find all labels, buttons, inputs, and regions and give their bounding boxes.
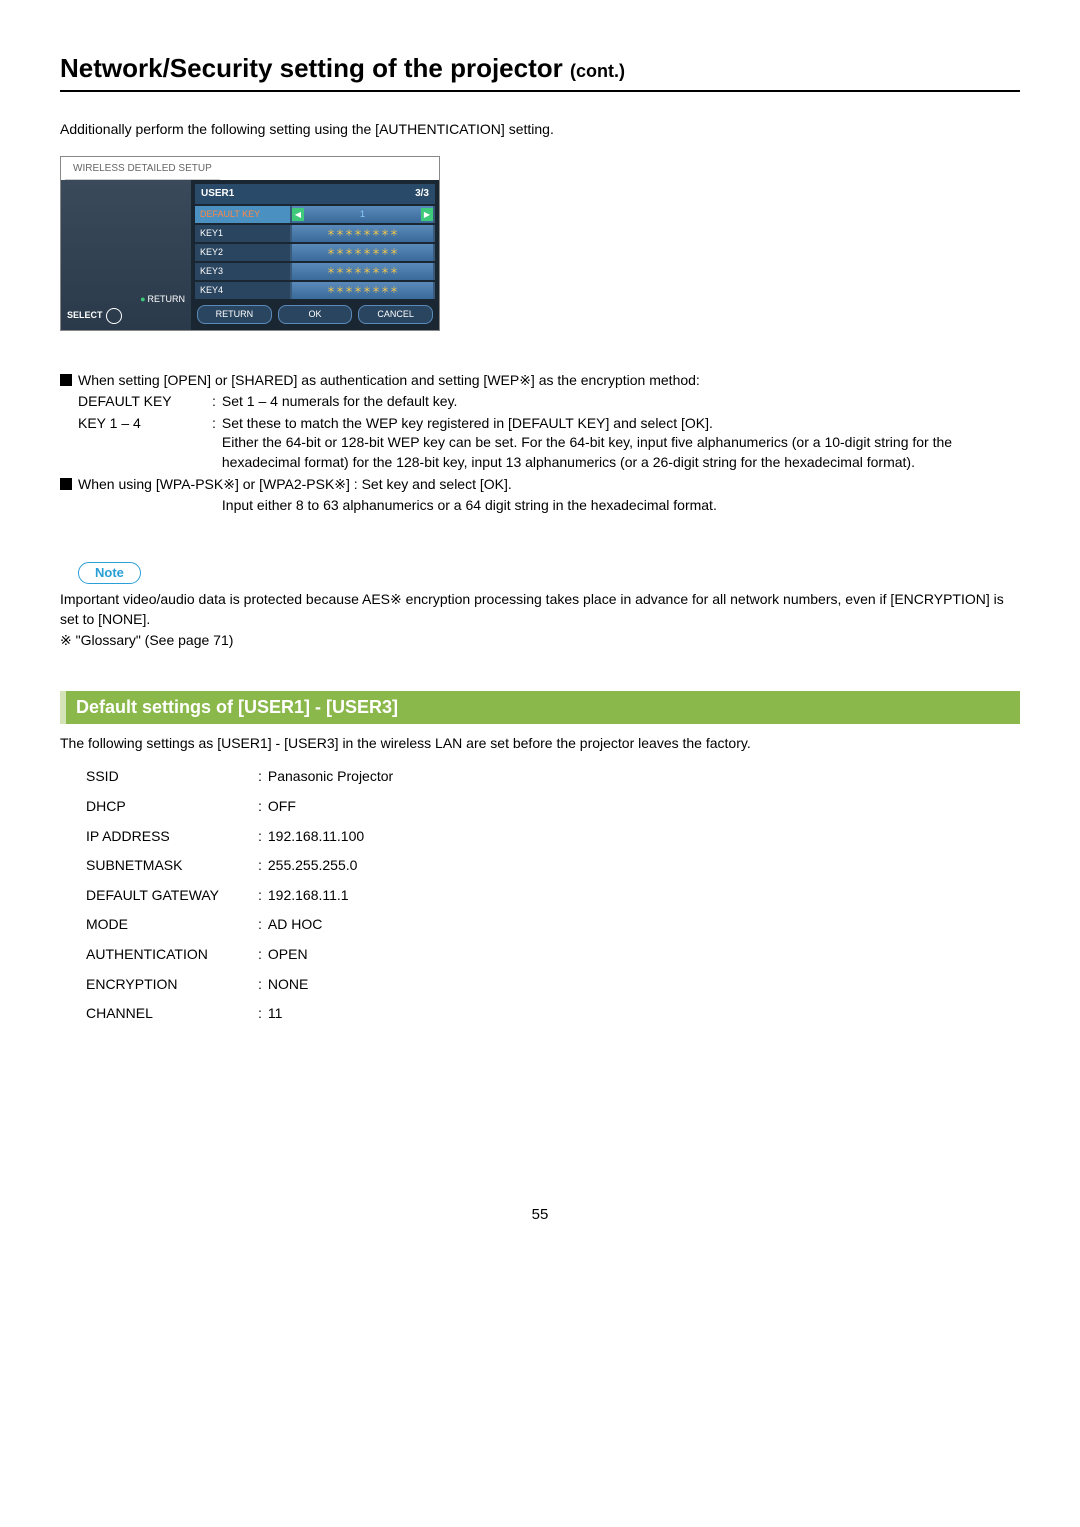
intro-text: Additionally perform the following setti… xyxy=(60,120,1020,140)
settings-row: SSID:Panasonic Projector xyxy=(86,767,1020,787)
menu-row-value: ◀1▶ xyxy=(292,206,433,223)
settings-value: AD HOC xyxy=(268,915,322,935)
menu-screenshot: WIRELESS DETAILED SETUP RETURN SELECT US… xyxy=(60,156,440,331)
title-underline xyxy=(60,90,1020,92)
menu-row: DEFAULT KEY◀1▶ xyxy=(195,206,435,223)
settings-label: SSID xyxy=(86,767,258,787)
menu-tab: WIRELESS DETAILED SETUP xyxy=(65,159,220,180)
menu-row-value: ＊＊＊＊＊＊＊＊ xyxy=(292,225,433,242)
settings-row: CHANNEL:11 xyxy=(86,1004,1020,1024)
settings-value: Panasonic Projector xyxy=(268,767,393,787)
key14-row: KEY 1 – 4 : Set these to match the WEP k… xyxy=(78,414,1020,473)
menu-right-panel: USER1 3/3 DEFAULT KEY◀1▶KEY1＊＊＊＊＊＊＊＊KEY2… xyxy=(191,180,439,330)
bullet-icon xyxy=(60,374,72,386)
arrow-right-icon: ▶ xyxy=(421,208,433,221)
bullet2-sub: Input either 8 to 63 alphanumerics or a … xyxy=(78,496,1020,516)
bullet2-sub-text: Input either 8 to 63 alphanumerics or a … xyxy=(222,496,1020,516)
menu-row-value: ＊＊＊＊＊＊＊＊ xyxy=(292,244,433,261)
menu-btn-ok: OK xyxy=(278,305,353,324)
settings-row: IP ADDRESS:192.168.11.100 xyxy=(86,827,1020,847)
settings-value: 255.255.255.0 xyxy=(268,856,358,876)
menu-buttons: RETURN OK CANCEL xyxy=(195,303,435,326)
menu-header: USER1 3/3 xyxy=(195,184,435,204)
settings-value: NONE xyxy=(268,975,308,995)
menu-row-label: KEY2 xyxy=(195,244,290,261)
menu-row: KEY3＊＊＊＊＊＊＊＊ xyxy=(195,263,435,280)
defaults-intro: The following settings as [USER1] - [USE… xyxy=(60,734,1020,754)
menu-row-value: ＊＊＊＊＊＊＊＊ xyxy=(292,263,433,280)
settings-value: 11 xyxy=(268,1004,283,1024)
default-key-row: DEFAULT KEY : Set 1 – 4 numerals for the… xyxy=(78,392,1020,412)
default-key-desc: Set 1 – 4 numerals for the default key. xyxy=(222,392,1020,412)
note-text: Important video/audio data is protected … xyxy=(60,590,1020,629)
settings-row: DEFAULT GATEWAY:192.168.11.1 xyxy=(86,886,1020,906)
settings-value: 192.168.11.1 xyxy=(268,886,349,906)
settings-row: DHCP:OFF xyxy=(86,797,1020,817)
settings-label: ENCRYPTION xyxy=(86,975,258,995)
settings-label: IP ADDRESS xyxy=(86,827,258,847)
menu-row-label: KEY3 xyxy=(195,263,290,280)
settings-table: SSID:Panasonic Projector DHCP:OFF IP ADDRE… xyxy=(86,767,1020,1023)
menu-page: 3/3 xyxy=(415,187,429,201)
settings-row: AUTHENTICATION:OPEN xyxy=(86,945,1020,965)
note-section: Note Important video/audio data is prote… xyxy=(60,562,1020,651)
bullet-line-1: When setting [OPEN] or [SHARED] as authe… xyxy=(60,371,1020,391)
default-key-label: DEFAULT KEY xyxy=(78,392,212,412)
title-suffix: (cont.) xyxy=(570,61,625,81)
page-title: Network/Security setting of the projecto… xyxy=(60,50,1020,86)
menu-row: KEY2＊＊＊＊＊＊＊＊ xyxy=(195,244,435,261)
menu-select: SELECT xyxy=(67,308,185,324)
menu-row-value: ＊＊＊＊＊＊＊＊ xyxy=(292,282,433,299)
arrow-left-icon: ◀ xyxy=(292,208,304,221)
settings-label: AUTHENTICATION xyxy=(86,945,258,965)
menu-user: USER1 xyxy=(201,187,234,201)
menu-btn-cancel: CANCEL xyxy=(358,305,433,324)
bullet-icon xyxy=(60,478,72,490)
page-number: 55 xyxy=(60,1204,1020,1225)
menu-left-panel: RETURN SELECT xyxy=(61,180,191,330)
settings-value: OPEN xyxy=(268,945,308,965)
key14-desc: Set these to match the WEP key registere… xyxy=(222,414,1020,473)
note-label: Note xyxy=(78,562,141,584)
menu-row-label: KEY4 xyxy=(195,282,290,299)
title-main: Network/Security setting of the projecto… xyxy=(60,53,570,83)
settings-row: MODE:AD HOC xyxy=(86,915,1020,935)
settings-value: OFF xyxy=(268,797,296,817)
select-icon xyxy=(106,308,122,324)
settings-label: DHCP xyxy=(86,797,258,817)
menu-row: KEY1＊＊＊＊＊＊＊＊ xyxy=(195,225,435,242)
menu-row: KEY4＊＊＊＊＊＊＊＊ xyxy=(195,282,435,299)
note-glossary: ※ "Glossary" (See page 71) xyxy=(60,631,1020,651)
settings-label: MODE xyxy=(86,915,258,935)
menu-return: RETURN xyxy=(67,293,185,306)
settings-label: SUBNETMASK xyxy=(86,856,258,876)
bullet1-text: When setting [OPEN] or [SHARED] as authe… xyxy=(78,371,700,391)
settings-value: 192.168.11.100 xyxy=(268,827,364,847)
settings-label: CHANNEL xyxy=(86,1004,258,1024)
menu-row-label: DEFAULT KEY xyxy=(195,206,290,223)
settings-row: SUBNETMASK:255.255.255.0 xyxy=(86,856,1020,876)
bullet2-text: When using [WPA-PSK※] or [WPA2-PSK※] : S… xyxy=(78,475,512,495)
menu-btn-return: RETURN xyxy=(197,305,272,324)
settings-row: ENCRYPTION:NONE xyxy=(86,975,1020,995)
key14-label: KEY 1 – 4 xyxy=(78,414,212,473)
defaults-header: Default settings of [USER1] - [USER3] xyxy=(60,691,1020,724)
menu-row-label: KEY1 xyxy=(195,225,290,242)
settings-label: DEFAULT GATEWAY xyxy=(86,886,258,906)
bullet-line-2: When using [WPA-PSK※] or [WPA2-PSK※] : S… xyxy=(60,475,1020,495)
